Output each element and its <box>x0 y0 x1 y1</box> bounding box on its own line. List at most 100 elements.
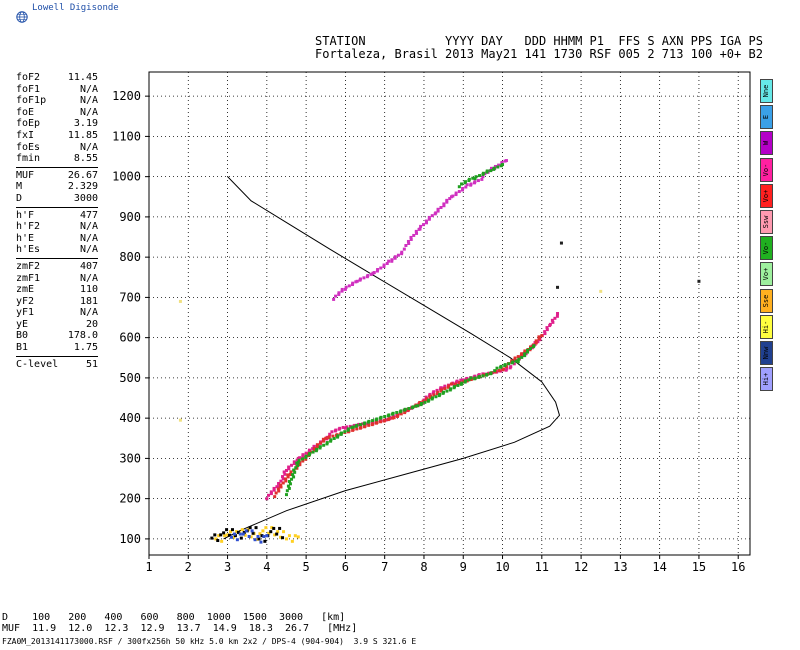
echo-point <box>379 415 383 419</box>
echo-point <box>308 451 312 455</box>
echo-point <box>298 456 302 460</box>
legend-label: Sse <box>762 294 770 307</box>
echo-point <box>337 291 341 295</box>
echo-point <box>287 467 291 471</box>
echo-point <box>220 539 224 543</box>
echo-point <box>476 179 480 183</box>
echo-point <box>234 530 238 534</box>
echo-point <box>272 486 276 490</box>
echo-point <box>315 443 319 447</box>
echo-point <box>412 233 416 237</box>
station-header-line2: Fortaleza, Brasil 2013 May21 141 1730 RS… <box>315 47 763 61</box>
echo-point <box>375 269 379 273</box>
echo-point <box>455 379 459 383</box>
param-label: C-level <box>16 358 59 370</box>
param-value: 2.329 <box>67 181 98 193</box>
echo-point <box>461 378 465 382</box>
echo-point <box>512 362 516 366</box>
echo-point <box>473 180 477 184</box>
y-tick-label: 100 <box>119 532 141 546</box>
echo-point <box>443 384 447 388</box>
param-row: zmF1 N/A <box>16 273 98 285</box>
echo-point <box>249 535 253 539</box>
echo-point <box>351 428 355 432</box>
echo-point <box>300 457 304 461</box>
echo-point <box>457 190 461 194</box>
param-value: 51 <box>85 358 98 370</box>
echo-point <box>404 243 408 247</box>
echo-point <box>307 450 311 454</box>
param-value: N/A <box>79 83 98 95</box>
echo-point <box>409 237 413 241</box>
echo-point <box>543 330 547 334</box>
legend-swatch: Vo+ <box>760 262 773 287</box>
echo-point <box>301 453 305 457</box>
echo-point <box>414 229 418 233</box>
echo-point <box>432 393 436 397</box>
echo-point <box>257 537 261 541</box>
echo-point <box>418 227 422 231</box>
echo-point <box>448 197 452 201</box>
echo-point <box>253 538 257 542</box>
echo-point <box>511 360 515 364</box>
echo-point <box>340 289 344 293</box>
echo-point <box>225 528 229 532</box>
echo-point <box>402 247 406 251</box>
echo-point <box>286 475 290 479</box>
echo-point <box>287 465 291 469</box>
echo-point <box>178 418 182 422</box>
echo-point <box>345 425 349 429</box>
echo-point <box>226 533 230 537</box>
echo-point <box>427 215 431 219</box>
param-value: N/A <box>79 221 98 233</box>
echo-point <box>445 389 449 393</box>
echo-point <box>379 266 383 270</box>
param-row: zmE 110 <box>16 284 98 296</box>
echo-point <box>551 320 555 324</box>
legend-swatch: E <box>760 105 773 130</box>
param-value: N/A <box>79 307 98 319</box>
echo-point <box>454 193 458 197</box>
param-label: foF2 <box>16 72 41 83</box>
echo-point <box>375 420 379 424</box>
echo-point <box>440 388 444 392</box>
echo-point <box>331 434 335 438</box>
echo-point <box>391 411 395 415</box>
echo-point <box>366 274 370 278</box>
echo-point <box>496 165 500 169</box>
echo-point <box>292 460 296 464</box>
echo-point <box>355 423 359 427</box>
echo-point <box>278 526 282 530</box>
echo-point <box>343 430 347 434</box>
param-label: foF1p <box>16 95 47 107</box>
echo-point <box>460 188 464 192</box>
echo-point <box>453 385 457 389</box>
echo-point <box>438 392 442 396</box>
echo-point <box>341 425 345 429</box>
echo-point <box>526 350 530 354</box>
y-tick-label: 400 <box>119 411 141 425</box>
x-tick-label: 15 <box>692 560 706 574</box>
echo-point <box>449 387 453 391</box>
echo-point <box>312 444 316 448</box>
echo-point <box>459 378 463 382</box>
param-label: B0 <box>16 330 29 342</box>
echo-point <box>324 436 328 440</box>
muf-value-row: MUF 11.9 12.0 12.3 12.9 13.7 14.9 18.3 2… <box>2 623 358 634</box>
param-row: D 3000 <box>16 193 98 205</box>
param-label: foEp <box>16 118 41 130</box>
echo-point <box>499 364 503 368</box>
param-row: M 2.329 <box>16 181 98 193</box>
station-header-line1: STATION YYYY DAY DDD HHMM P1 FFS S AXN P… <box>315 34 763 48</box>
echo-point <box>548 322 552 326</box>
echo-point <box>248 526 252 530</box>
param-label: yF2 <box>16 295 35 307</box>
echo-point <box>292 468 296 472</box>
echo-point <box>267 493 271 497</box>
param-separator <box>16 257 98 259</box>
x-tick-label: 4 <box>263 560 270 574</box>
param-label: foE <box>16 106 35 118</box>
y-tick-label: 300 <box>119 451 141 465</box>
param-value: 407 <box>79 260 98 272</box>
legend-swatch: Ssw <box>760 210 773 234</box>
